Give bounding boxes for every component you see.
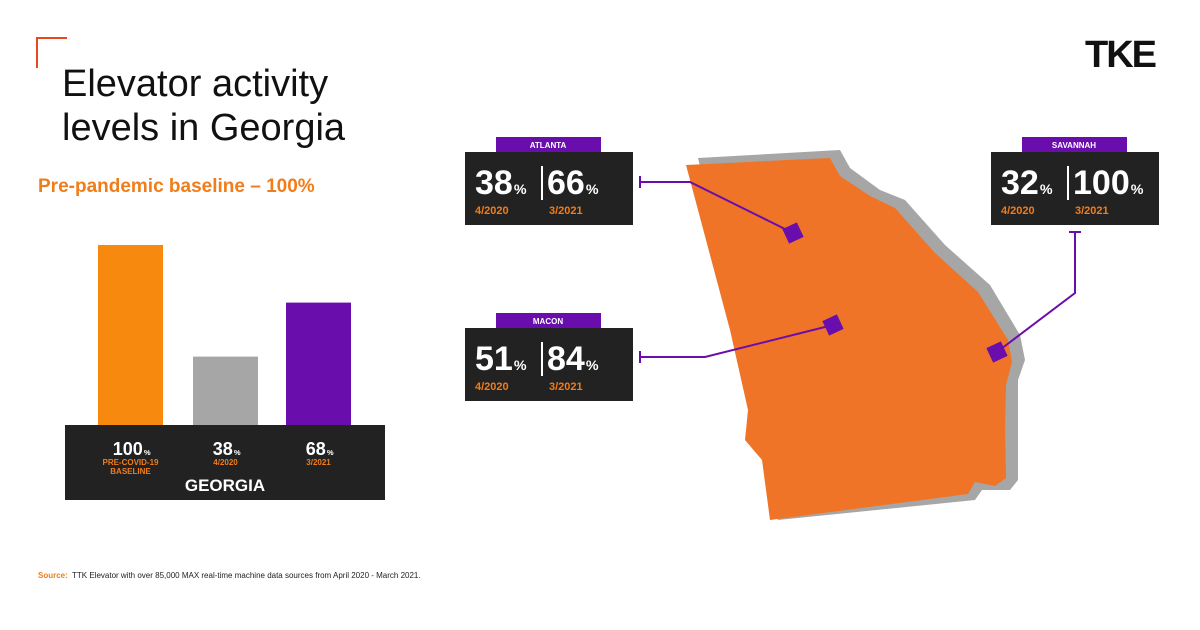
title-box: Elevator activity levels in Georgia <box>62 63 346 149</box>
source: TTK Elevator with over 85,000 MAX real-t… <box>72 571 421 580</box>
callout-box <box>465 152 633 225</box>
logo: TKE <box>1085 34 1156 76</box>
city-name: MACON <box>533 317 563 326</box>
value-label: 100 <box>113 439 143 459</box>
city-name: ATLANTA <box>530 141 567 150</box>
callout-tab <box>1022 137 1127 152</box>
corner-accent <box>36 37 67 68</box>
callout-tab <box>496 313 601 328</box>
connector <box>639 176 794 234</box>
x-tick-label: PRE-COVID-19 BASELINE <box>102 458 159 476</box>
value-label: 84 <box>547 340 585 378</box>
period-label: 4/2020 <box>1001 205 1035 217</box>
bar <box>193 356 258 425</box>
period-label: 3/2021 <box>549 381 583 393</box>
x-axis-label: GEORGIA <box>185 476 265 495</box>
period-label: 3/2021 <box>549 205 583 217</box>
value-label: 66 <box>547 164 585 202</box>
unit-label: % <box>586 182 599 198</box>
period-label: 4/2020 <box>475 381 509 393</box>
bar <box>98 245 163 425</box>
label-panel <box>65 425 385 500</box>
region <box>686 158 1012 520</box>
source-label: Source: <box>38 571 68 580</box>
x-tick-label: 3/2021 <box>306 458 331 467</box>
x-tick-label: 4/2020 <box>213 458 238 467</box>
chart-subtitle: Pre-pandemic baseline – 100% <box>38 176 315 197</box>
marker <box>822 314 844 336</box>
value-label: 38 <box>213 439 233 459</box>
markers <box>782 222 1008 363</box>
category-box: 4/2020 <box>213 458 238 467</box>
category-box: PRE-COVID-19 BASELINE <box>102 458 159 476</box>
unit-label: % <box>514 182 527 198</box>
period-label: 4/2020 <box>475 205 509 217</box>
bar <box>286 302 351 425</box>
value-label: 100 <box>1073 164 1130 202</box>
callout-box <box>465 328 633 401</box>
unit-label: % <box>514 358 527 374</box>
value-label: 32 <box>1001 164 1039 202</box>
value-label: 51 <box>475 340 513 378</box>
period-label: 3/2021 <box>1075 205 1109 217</box>
city-name: SAVANNAH <box>1052 141 1096 150</box>
connectors <box>639 176 1081 363</box>
connector <box>996 231 1081 353</box>
unit-label: % <box>1131 182 1144 198</box>
chart-title: Elevator activity levels in Georgia <box>62 63 346 149</box>
unit-label: % <box>234 448 241 457</box>
map <box>686 150 1025 520</box>
marker <box>782 222 804 244</box>
value-label: 38 <box>475 164 513 202</box>
unit-label: % <box>1040 182 1053 198</box>
connector <box>639 324 834 363</box>
value-label: 68 <box>306 439 326 459</box>
category-box: 3/2021 <box>306 458 331 467</box>
marker <box>986 341 1008 363</box>
unit-label: % <box>144 448 151 457</box>
unit-label: % <box>327 448 334 457</box>
unit-label: % <box>586 358 599 374</box>
callout-tab <box>496 137 601 152</box>
callout-box <box>991 152 1159 225</box>
